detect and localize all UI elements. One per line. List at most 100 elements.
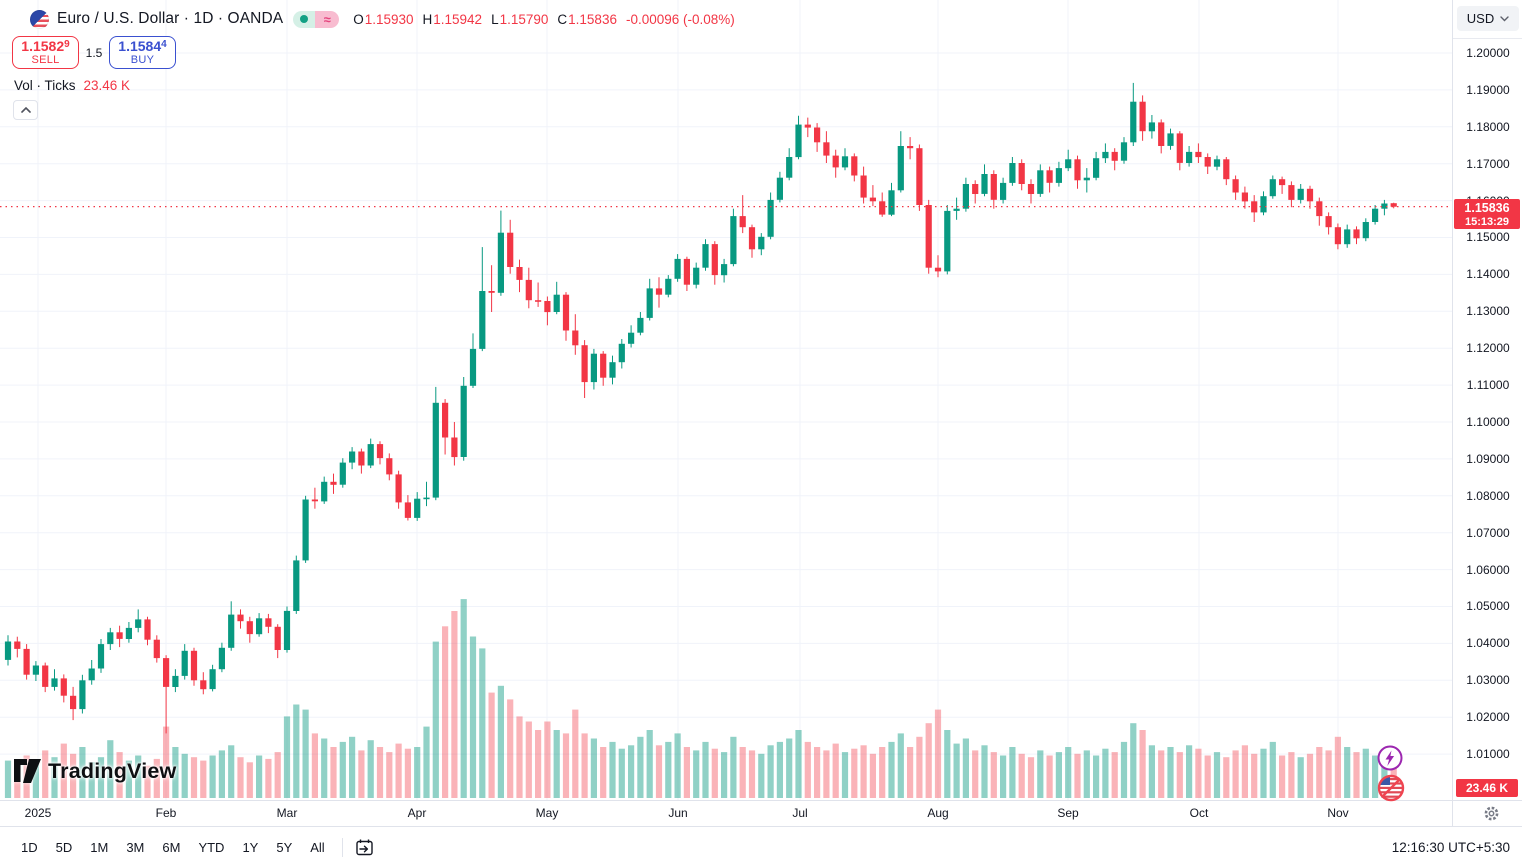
range-button-5d[interactable]: 5D xyxy=(55,839,73,855)
candle-body xyxy=(730,216,737,265)
candle-body xyxy=(897,146,904,191)
volume-bar xyxy=(469,636,477,798)
candlestick-chart[interactable] xyxy=(0,0,1452,800)
candle-body xyxy=(600,353,607,378)
candle-body xyxy=(683,258,690,285)
candle-body xyxy=(1390,203,1397,207)
price-axis-label: 1.20000 xyxy=(1466,46,1510,60)
volume-bar xyxy=(702,741,709,798)
price-axis-label: 1.02000 xyxy=(1466,710,1510,724)
price-axis-label: 1.04000 xyxy=(1466,636,1510,650)
volume-bar xyxy=(246,762,253,798)
go-to-date-button[interactable] xyxy=(351,836,378,859)
spread-value: 1.5 xyxy=(85,45,103,60)
symbol-header: Euro / U.S. Dollar · 1D · OANDA ≈ O 1.159… xyxy=(30,8,735,30)
time-axis-label: Jun xyxy=(668,806,688,820)
price-axis[interactable]: USD 1.200001.190001.180001.170001.160001… xyxy=(1452,0,1522,800)
volume-bar xyxy=(814,747,821,798)
candle-body xyxy=(32,665,39,675)
volume-bar xyxy=(358,750,365,798)
candle-body xyxy=(1269,179,1276,197)
candle-body xyxy=(609,362,616,378)
volume-study-value: 23.46 K xyxy=(83,78,131,93)
range-button-1m[interactable]: 1M xyxy=(90,839,109,855)
volume-bar xyxy=(609,741,616,798)
candle-body xyxy=(739,216,746,228)
instant-trading-lightning-icon[interactable] xyxy=(1376,744,1404,772)
candle-body xyxy=(311,499,318,502)
volume-bar xyxy=(4,760,12,798)
candle-body xyxy=(1325,216,1332,228)
candle-body xyxy=(302,499,309,561)
volume-bar xyxy=(832,743,839,798)
candle-body xyxy=(674,258,681,279)
volume-bar xyxy=(962,738,969,798)
volume-bar xyxy=(981,745,988,798)
volume-bar xyxy=(535,730,542,798)
volume-bar xyxy=(181,753,188,798)
tradingview-logo[interactable]: TradingView xyxy=(14,759,176,784)
volume-bar xyxy=(1000,755,1007,798)
volume-bar xyxy=(311,733,318,798)
price-axis-label: 1.14000 xyxy=(1466,267,1510,281)
volume-bar xyxy=(1074,753,1081,798)
session-clock[interactable]: 12:16:30 UTC+5:30 xyxy=(1391,839,1510,855)
volume-bar xyxy=(1046,755,1053,798)
sell-button[interactable]: 1.15829 SELL xyxy=(12,36,79,69)
range-button-5y[interactable]: 5Y xyxy=(276,839,293,855)
candle-body xyxy=(748,227,756,250)
volume-bar xyxy=(339,741,346,798)
range-button-ytd[interactable]: YTD xyxy=(198,839,225,855)
volume-bar xyxy=(42,750,49,798)
candle-body xyxy=(153,639,160,659)
volume-bar xyxy=(1316,747,1323,798)
candle-body xyxy=(1093,158,1100,178)
time-axis[interactable]: 2025 Feb Mar Apr May Jun Jul Aug Sep Oct Nov xyxy=(0,800,1452,826)
candle-body xyxy=(79,680,86,710)
volume-bar xyxy=(804,741,811,798)
ohlc-values: O 1.15930 H 1.15942 L 1.15790 C 1.15836 -0.0… xyxy=(353,12,735,27)
volume-bar xyxy=(209,755,216,798)
range-button-all[interactable]: All xyxy=(310,839,325,855)
volume-bar xyxy=(916,736,923,798)
range-button-6m[interactable]: 6M xyxy=(162,839,181,855)
candle-body xyxy=(1344,229,1351,245)
buy-button[interactable]: 1.15844 BUY xyxy=(109,36,176,69)
price-axis-label: 1.08000 xyxy=(1466,489,1510,503)
candle-body xyxy=(934,267,942,272)
candle-body xyxy=(442,402,449,438)
volume-bar xyxy=(1120,741,1128,798)
chevron-up-icon xyxy=(20,107,31,113)
candle-body xyxy=(135,619,142,628)
volume-bar xyxy=(1148,745,1155,798)
candle-body xyxy=(228,614,235,648)
candle-body xyxy=(404,502,411,518)
collapse-legend-button[interactable] xyxy=(13,100,38,120)
candle-body xyxy=(414,498,421,518)
candle-body xyxy=(395,474,402,503)
volume-bar xyxy=(553,730,560,798)
market-closed-flag-icon[interactable] xyxy=(1376,773,1406,803)
volume-bar xyxy=(330,747,337,798)
candle-body xyxy=(888,190,895,215)
range-button-1y[interactable]: 1Y xyxy=(242,839,259,855)
volume-bar xyxy=(655,745,663,798)
candle-body xyxy=(1148,122,1155,132)
candle-body xyxy=(23,648,30,675)
price-axis-label: 1.09000 xyxy=(1466,452,1510,466)
range-button-1d[interactable]: 1D xyxy=(21,839,38,855)
volume-bar xyxy=(758,753,765,798)
market-status-badges[interactable]: ≈ xyxy=(293,10,340,28)
range-button-3m[interactable]: 3M xyxy=(126,839,145,855)
volume-bar xyxy=(1009,747,1016,798)
volume-bar xyxy=(1241,745,1248,798)
calendar-icon xyxy=(356,839,373,855)
volume-bar xyxy=(283,716,291,798)
candle-body xyxy=(907,146,914,149)
currency-selector[interactable]: USD xyxy=(1457,6,1519,31)
candle-body xyxy=(553,294,560,312)
volume-study-legend[interactable]: Vol · Ticks 23.46 K xyxy=(14,78,130,93)
symbol-title[interactable]: Euro / U.S. Dollar · 1D · OANDA xyxy=(57,10,284,27)
volume-bar xyxy=(1372,755,1379,798)
gear-icon[interactable] xyxy=(1483,805,1500,822)
